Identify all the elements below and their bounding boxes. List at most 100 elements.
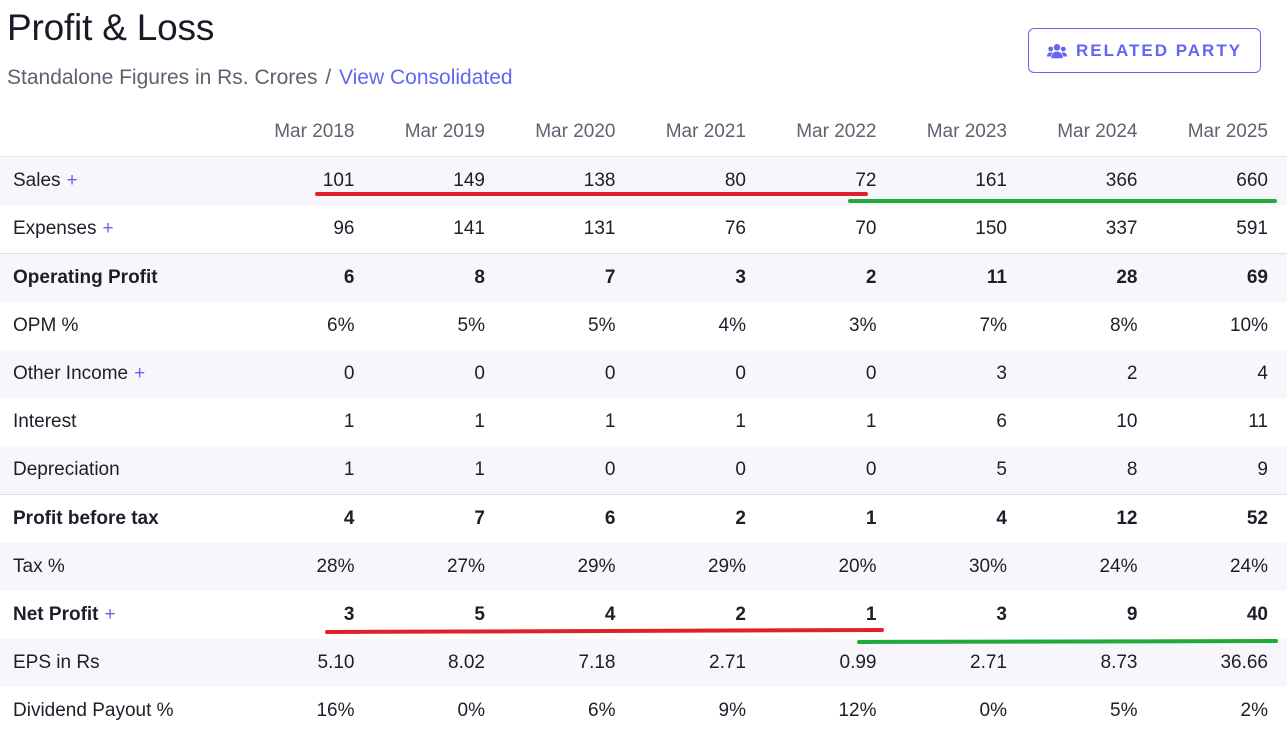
table-cell: 0 bbox=[634, 446, 765, 495]
table-cell: 16% bbox=[316, 700, 355, 721]
table-cell: 0 bbox=[373, 350, 504, 398]
table-cell: 96 bbox=[333, 218, 355, 239]
table-cell: 2.71 bbox=[634, 639, 765, 687]
table-row-expenses[interactable]: Expenses +96 141 131 76 70 150 337 591 bbox=[0, 205, 1287, 254]
related-party-label: RELATED PARTY bbox=[1075, 40, 1243, 60]
table-cell: 8.02 bbox=[373, 639, 504, 687]
table-cell: 4 bbox=[1156, 350, 1287, 398]
figures-note: Standalone Figures in Rs. Crores bbox=[7, 66, 318, 89]
row-label: OPM % bbox=[0, 302, 243, 350]
table-cell: 1 bbox=[735, 411, 746, 432]
table-cell: 3 bbox=[343, 604, 355, 625]
row-label: Profit before tax bbox=[0, 494, 243, 543]
column-header-mar-2020: Mar 2020 bbox=[504, 108, 635, 157]
table-row-net-profit[interactable]: Net Profit +3 5 4 2 1 3 9 40 bbox=[0, 591, 1287, 639]
table-cell: 0 bbox=[504, 446, 635, 495]
table-cell: 4% bbox=[718, 315, 746, 336]
table-cell: 7 bbox=[373, 494, 504, 543]
table-cell: 337 bbox=[1105, 218, 1138, 239]
table-cell: 3% bbox=[849, 315, 877, 336]
table-cell: 28 bbox=[1026, 253, 1157, 302]
table-cell: 8 bbox=[373, 253, 504, 302]
table-cell: 5 bbox=[895, 446, 1026, 495]
table-cell: 1 bbox=[865, 604, 877, 625]
row-label-text: EPS in Rs bbox=[13, 652, 100, 673]
table-cell: 0% bbox=[979, 700, 1007, 721]
table-row-eps-in-rs: EPS in Rs 5.10 8.02 7.18 2.71 0.99 2.71 8.73 36.… bbox=[0, 639, 1287, 687]
expand-plus-icon[interactable]: + bbox=[66, 170, 78, 191]
table-cell: 2 bbox=[735, 604, 746, 625]
row-label-text: Interest bbox=[13, 411, 77, 432]
expand-plus-icon[interactable]: + bbox=[134, 363, 146, 384]
table-cell: 70 bbox=[855, 218, 877, 239]
row-label[interactable]: Sales + bbox=[0, 156, 243, 205]
table-cell: 8% bbox=[1110, 315, 1138, 336]
table-cell: 0 bbox=[634, 350, 765, 398]
table-cell: 3 bbox=[634, 253, 765, 302]
table-header-row: Mar 2018 Mar 2019 Mar 2020 Mar 2021 Mar 2022… bbox=[0, 108, 1287, 157]
column-header-mar-2018: Mar 2018 bbox=[243, 108, 374, 157]
table-cell: 24% bbox=[1026, 543, 1157, 591]
row-label[interactable]: Other Income + bbox=[0, 350, 243, 398]
column-header-mar-2019: Mar 2019 bbox=[373, 108, 504, 157]
table-row-operating-profit: Operating Profit 6 8 7 3 2 11 28 69 bbox=[0, 253, 1287, 302]
table-cell: 6 bbox=[996, 411, 1007, 432]
table-cell: 4 bbox=[895, 494, 1026, 543]
table-cell: 10 bbox=[1116, 411, 1138, 432]
table-cell: 28% bbox=[243, 543, 374, 591]
table-cell: 9 bbox=[1126, 604, 1138, 625]
table-cell: 5% bbox=[588, 315, 616, 336]
table-cell: 7.18 bbox=[504, 639, 635, 687]
table-cell: 69 bbox=[1156, 253, 1287, 302]
table-cell: 4 bbox=[243, 494, 374, 543]
row-label[interactable]: Net Profit + bbox=[0, 591, 243, 639]
table-cell: 8 bbox=[1026, 446, 1157, 495]
table-cell: 6% bbox=[327, 315, 355, 336]
table-cell: 9% bbox=[718, 700, 746, 721]
row-label-text: Depreciation bbox=[13, 459, 120, 480]
subtitle-separator: / bbox=[325, 66, 332, 89]
table-cell: 7 bbox=[504, 253, 635, 302]
column-header-mar-2025: Mar 2025 bbox=[1156, 108, 1287, 157]
table-cell: 0 bbox=[504, 350, 635, 398]
table-cell: 10% bbox=[1229, 315, 1268, 336]
row-label: Dividend Payout % bbox=[0, 687, 243, 735]
table-cell: 1 bbox=[373, 446, 504, 495]
table-row-sales[interactable]: Sales +101 149 138 80 72 161 366 660 bbox=[0, 156, 1287, 205]
column-header-mar-2024: Mar 2024 bbox=[1026, 108, 1157, 157]
table-cell: 366 bbox=[1026, 156, 1157, 205]
table-cell: 660 bbox=[1156, 156, 1287, 205]
related-party-button[interactable]: RELATED PARTY bbox=[1028, 28, 1261, 73]
table-cell: 8.73 bbox=[1026, 639, 1157, 687]
table-body: Sales +101 149 138 80 72 161 366 660 Expenses +96 1… bbox=[0, 156, 1287, 736]
table-cell: 29% bbox=[634, 543, 765, 591]
table-cell: 24% bbox=[1156, 543, 1287, 591]
table-cell: 76 bbox=[724, 218, 746, 239]
table-cell: 5 bbox=[474, 604, 485, 625]
table-cell: 1 bbox=[474, 411, 485, 432]
table-cell: 131 bbox=[583, 218, 616, 239]
view-consolidated-link[interactable]: View Consolidated bbox=[339, 66, 513, 89]
table-cell: 40 bbox=[1246, 604, 1268, 625]
table-row-other-income[interactable]: Other Income +0 0 0 0 0 3 2 4 bbox=[0, 350, 1287, 398]
table-cell: 30% bbox=[895, 543, 1026, 591]
table-cell: 4 bbox=[604, 604, 616, 625]
expand-plus-icon[interactable]: + bbox=[102, 218, 114, 239]
row-label: Depreciation bbox=[0, 446, 243, 495]
row-label-text: Net Profit bbox=[13, 604, 99, 625]
expand-plus-icon[interactable]: + bbox=[104, 604, 116, 625]
table-cell: 80 bbox=[634, 156, 765, 205]
table-cell: 0% bbox=[457, 700, 485, 721]
table-cell: 3 bbox=[996, 604, 1007, 625]
row-label[interactable]: Expenses + bbox=[0, 205, 243, 254]
table-cell: 1 bbox=[604, 411, 616, 432]
row-label-text: Other Income bbox=[13, 363, 129, 384]
row-label-text: Operating Profit bbox=[13, 267, 158, 288]
table-row-interest: Interest 1 1 1 1 1 6 10 11 bbox=[0, 398, 1287, 446]
row-label-text: Tax % bbox=[13, 556, 65, 577]
row-label-text: OPM % bbox=[13, 315, 79, 336]
table-cell: 2 bbox=[1026, 350, 1157, 398]
table-cell: 0 bbox=[765, 446, 896, 495]
table-row-depreciation: Depreciation 1 1 0 0 0 5 8 9 bbox=[0, 446, 1287, 495]
table-cell: 591 bbox=[1236, 218, 1268, 239]
